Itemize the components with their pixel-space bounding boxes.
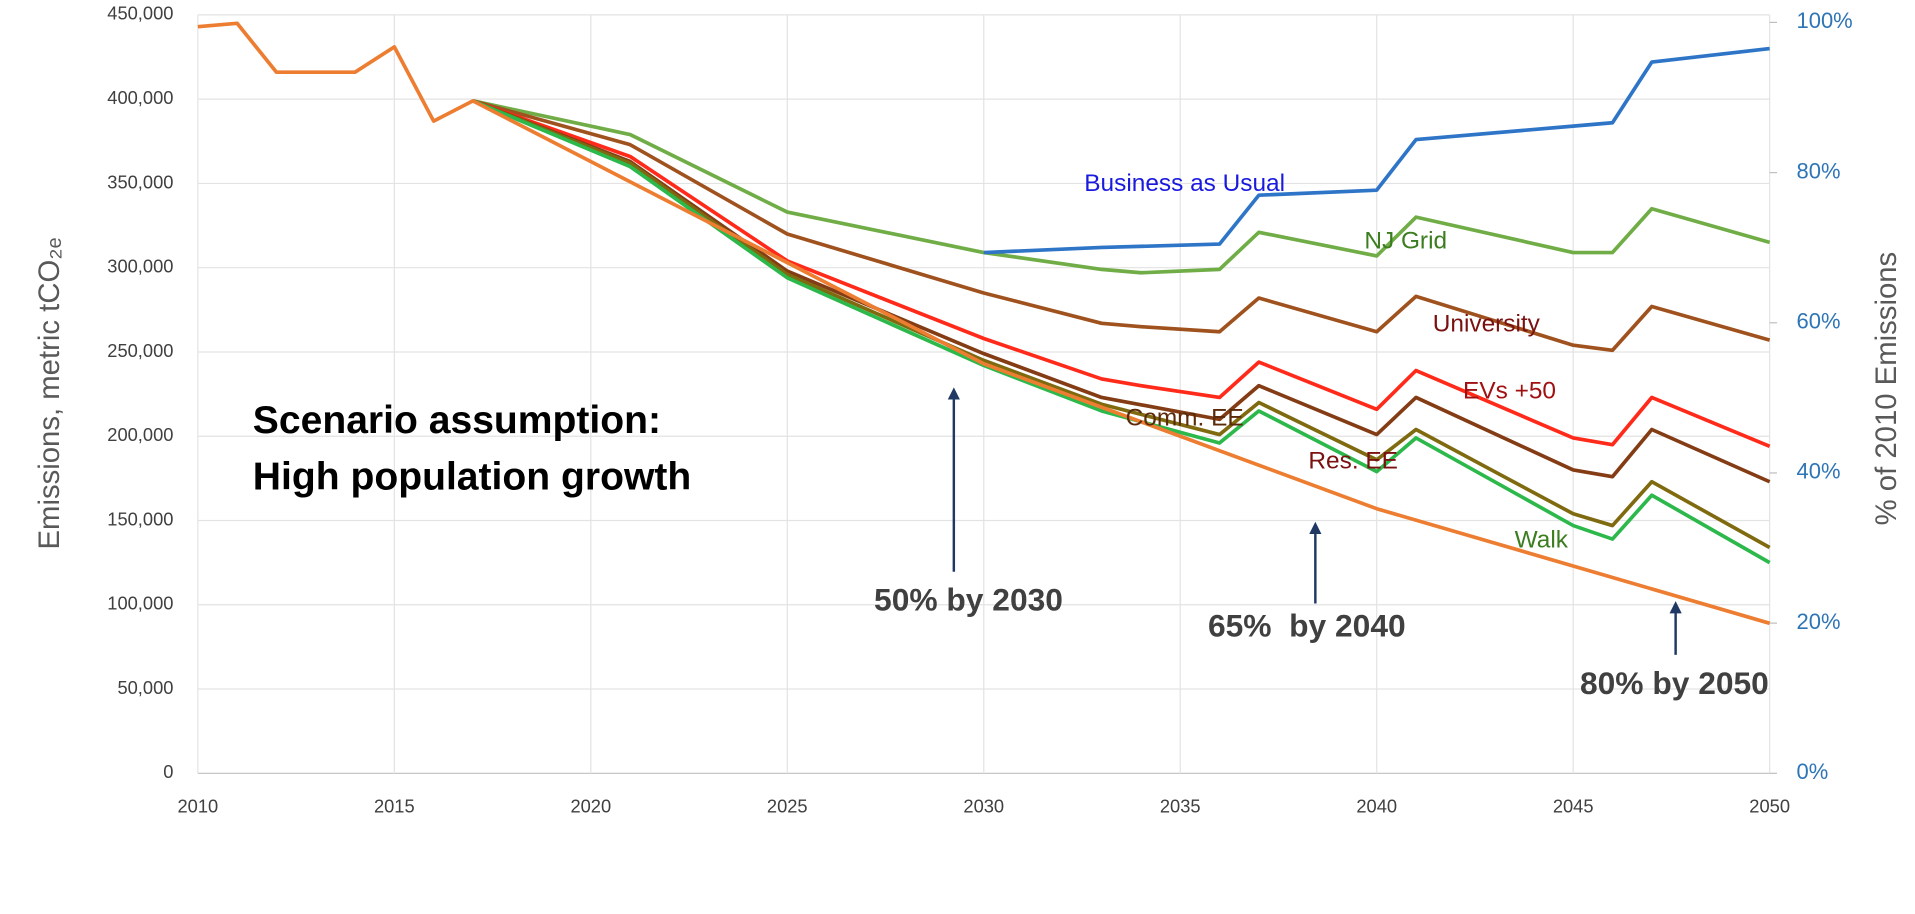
y2-tick-label: 0% (1797, 759, 1829, 784)
series-line (983, 46, 1770, 255)
lines (197, 21, 1771, 626)
series-label: University (1433, 311, 1541, 338)
y2-axis-title: % of 2010 Emissions (1870, 252, 1903, 526)
y2-tick-label: 40% (1797, 459, 1841, 484)
series-line (472, 99, 1771, 449)
series-label: Business as Usual (1084, 170, 1285, 197)
y-tick-label: 150,000 (107, 508, 173, 529)
target-note: 80% by 2050 (1580, 665, 1769, 701)
scenario-text: High population growth (253, 455, 691, 498)
y-tick-label: 450,000 (107, 3, 173, 24)
x-tick-label: 2025 (767, 795, 808, 816)
y-tick-label: 0 (163, 761, 173, 782)
y-tick-label: 200,000 (107, 424, 173, 445)
y2-tick-label: 20% (1797, 609, 1841, 634)
series-line (197, 21, 1771, 626)
y-tick-label: 300,000 (107, 256, 173, 277)
y-tick-label: 400,000 (107, 87, 173, 108)
x-tick-label: 2040 (1356, 795, 1397, 816)
series-label: Walk (1515, 527, 1569, 554)
series-line (472, 99, 1771, 484)
y-tick-label: 350,000 (107, 171, 173, 192)
scenario-text: Scenario assumption: (253, 399, 661, 442)
y2-tick-label: 80% (1797, 158, 1841, 183)
y2-tick-label: 60% (1797, 309, 1841, 334)
target-note: 50% by 2030 (874, 582, 1063, 618)
series-line (472, 99, 1771, 550)
target-note: 65% by 2040 (1208, 607, 1406, 643)
x-tick-label: 2020 (570, 795, 611, 816)
series-label: Comm. EE (1126, 405, 1244, 432)
series-line (472, 99, 1771, 565)
x-tick-label: 2010 (177, 795, 218, 816)
x-tick-label: 2015 (374, 795, 415, 816)
x-tick-label: 2030 (963, 795, 1004, 816)
y2-tick-label: 100% (1797, 8, 1853, 33)
series-label: EVs +50 (1463, 378, 1556, 405)
labels: NJ Grid Business as Usual University EVs +5… (1084, 170, 1568, 554)
y-axis-title: Emissions, metric tCO₂ₑ (33, 237, 66, 549)
x-tick-label: 2035 (1160, 795, 1201, 816)
y-tick-label: 100,000 (107, 593, 173, 614)
y-tick-label: 250,000 (107, 340, 173, 361)
series-line (472, 99, 1771, 353)
x-tick-label: 2050 (1749, 795, 1790, 816)
series-label: Res. EE (1308, 447, 1398, 474)
series-label: NJ Grid (1364, 228, 1447, 255)
series-line (472, 99, 1771, 275)
x-tick-label: 2045 (1553, 795, 1594, 816)
y-tick-label: 50,000 (117, 677, 173, 698)
